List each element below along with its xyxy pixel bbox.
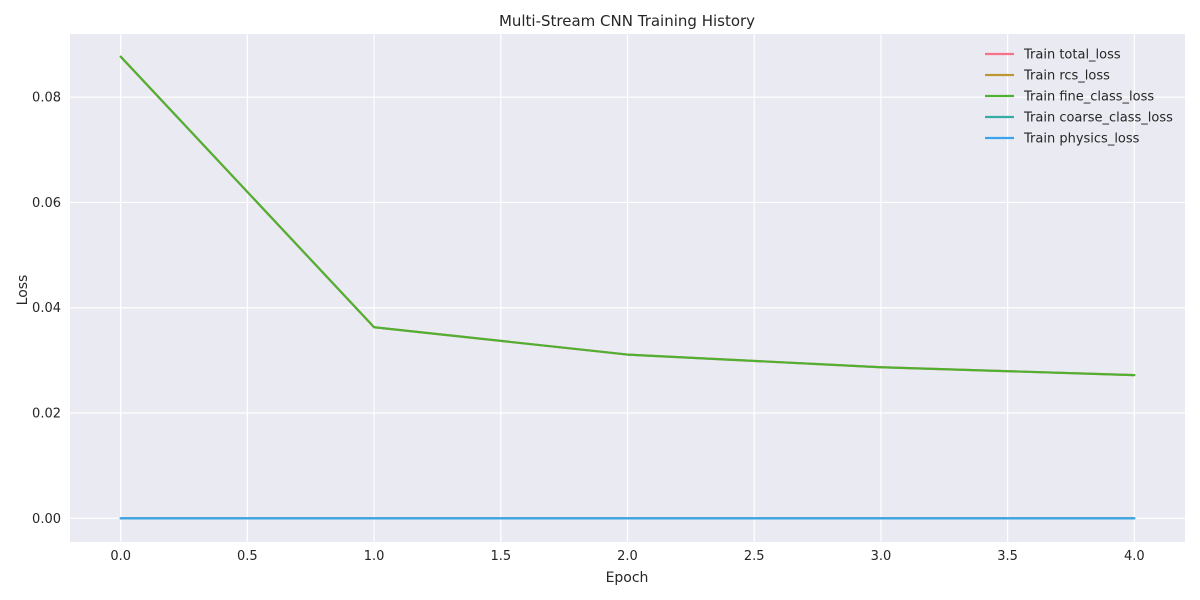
legend-label: Train total_loss [1023, 48, 1121, 63]
x-tick-label: 1.5 [490, 549, 511, 564]
legend-label: Train coarse_class_loss [1023, 111, 1173, 126]
legend: Train total_loss Train rcs_loss Train fine… [985, 48, 1173, 147]
y-axis-ticks: 0.00 0.02 0.04 0.06 0.08 [32, 91, 61, 527]
x-tick-label: 1.0 [364, 549, 385, 564]
legend-label: Train physics_loss [1023, 132, 1140, 147]
chart-title: Multi-Stream CNN Training History [499, 12, 755, 30]
y-tick-label: 0.06 [32, 196, 61, 211]
y-axis-label: Loss [15, 275, 31, 306]
x-tick-label: 3.0 [871, 549, 892, 564]
y-tick-label: 0.00 [32, 512, 61, 527]
legend-label: Train fine_class_loss [1023, 90, 1154, 105]
legend-label: Train rcs_loss [1023, 69, 1110, 84]
x-axis-label: Epoch [606, 570, 649, 586]
x-tick-label: 0.5 [237, 549, 258, 564]
x-tick-label: 4.0 [1124, 549, 1145, 564]
y-tick-label: 0.08 [32, 91, 61, 106]
y-tick-label: 0.02 [32, 407, 61, 422]
x-tick-label: 2.5 [744, 549, 765, 564]
x-tick-label: 2.0 [617, 549, 638, 564]
series-line [119, 55, 1136, 377]
series-lines [119, 55, 1136, 520]
x-axis-ticks: 0.0 0.5 1.0 1.5 2.0 2.5 3.0 3.5 4.0 [110, 549, 1144, 564]
x-tick-label: 0.0 [110, 549, 131, 564]
y-tick-label: 0.04 [32, 301, 61, 316]
x-tick-label: 3.5 [997, 549, 1018, 564]
